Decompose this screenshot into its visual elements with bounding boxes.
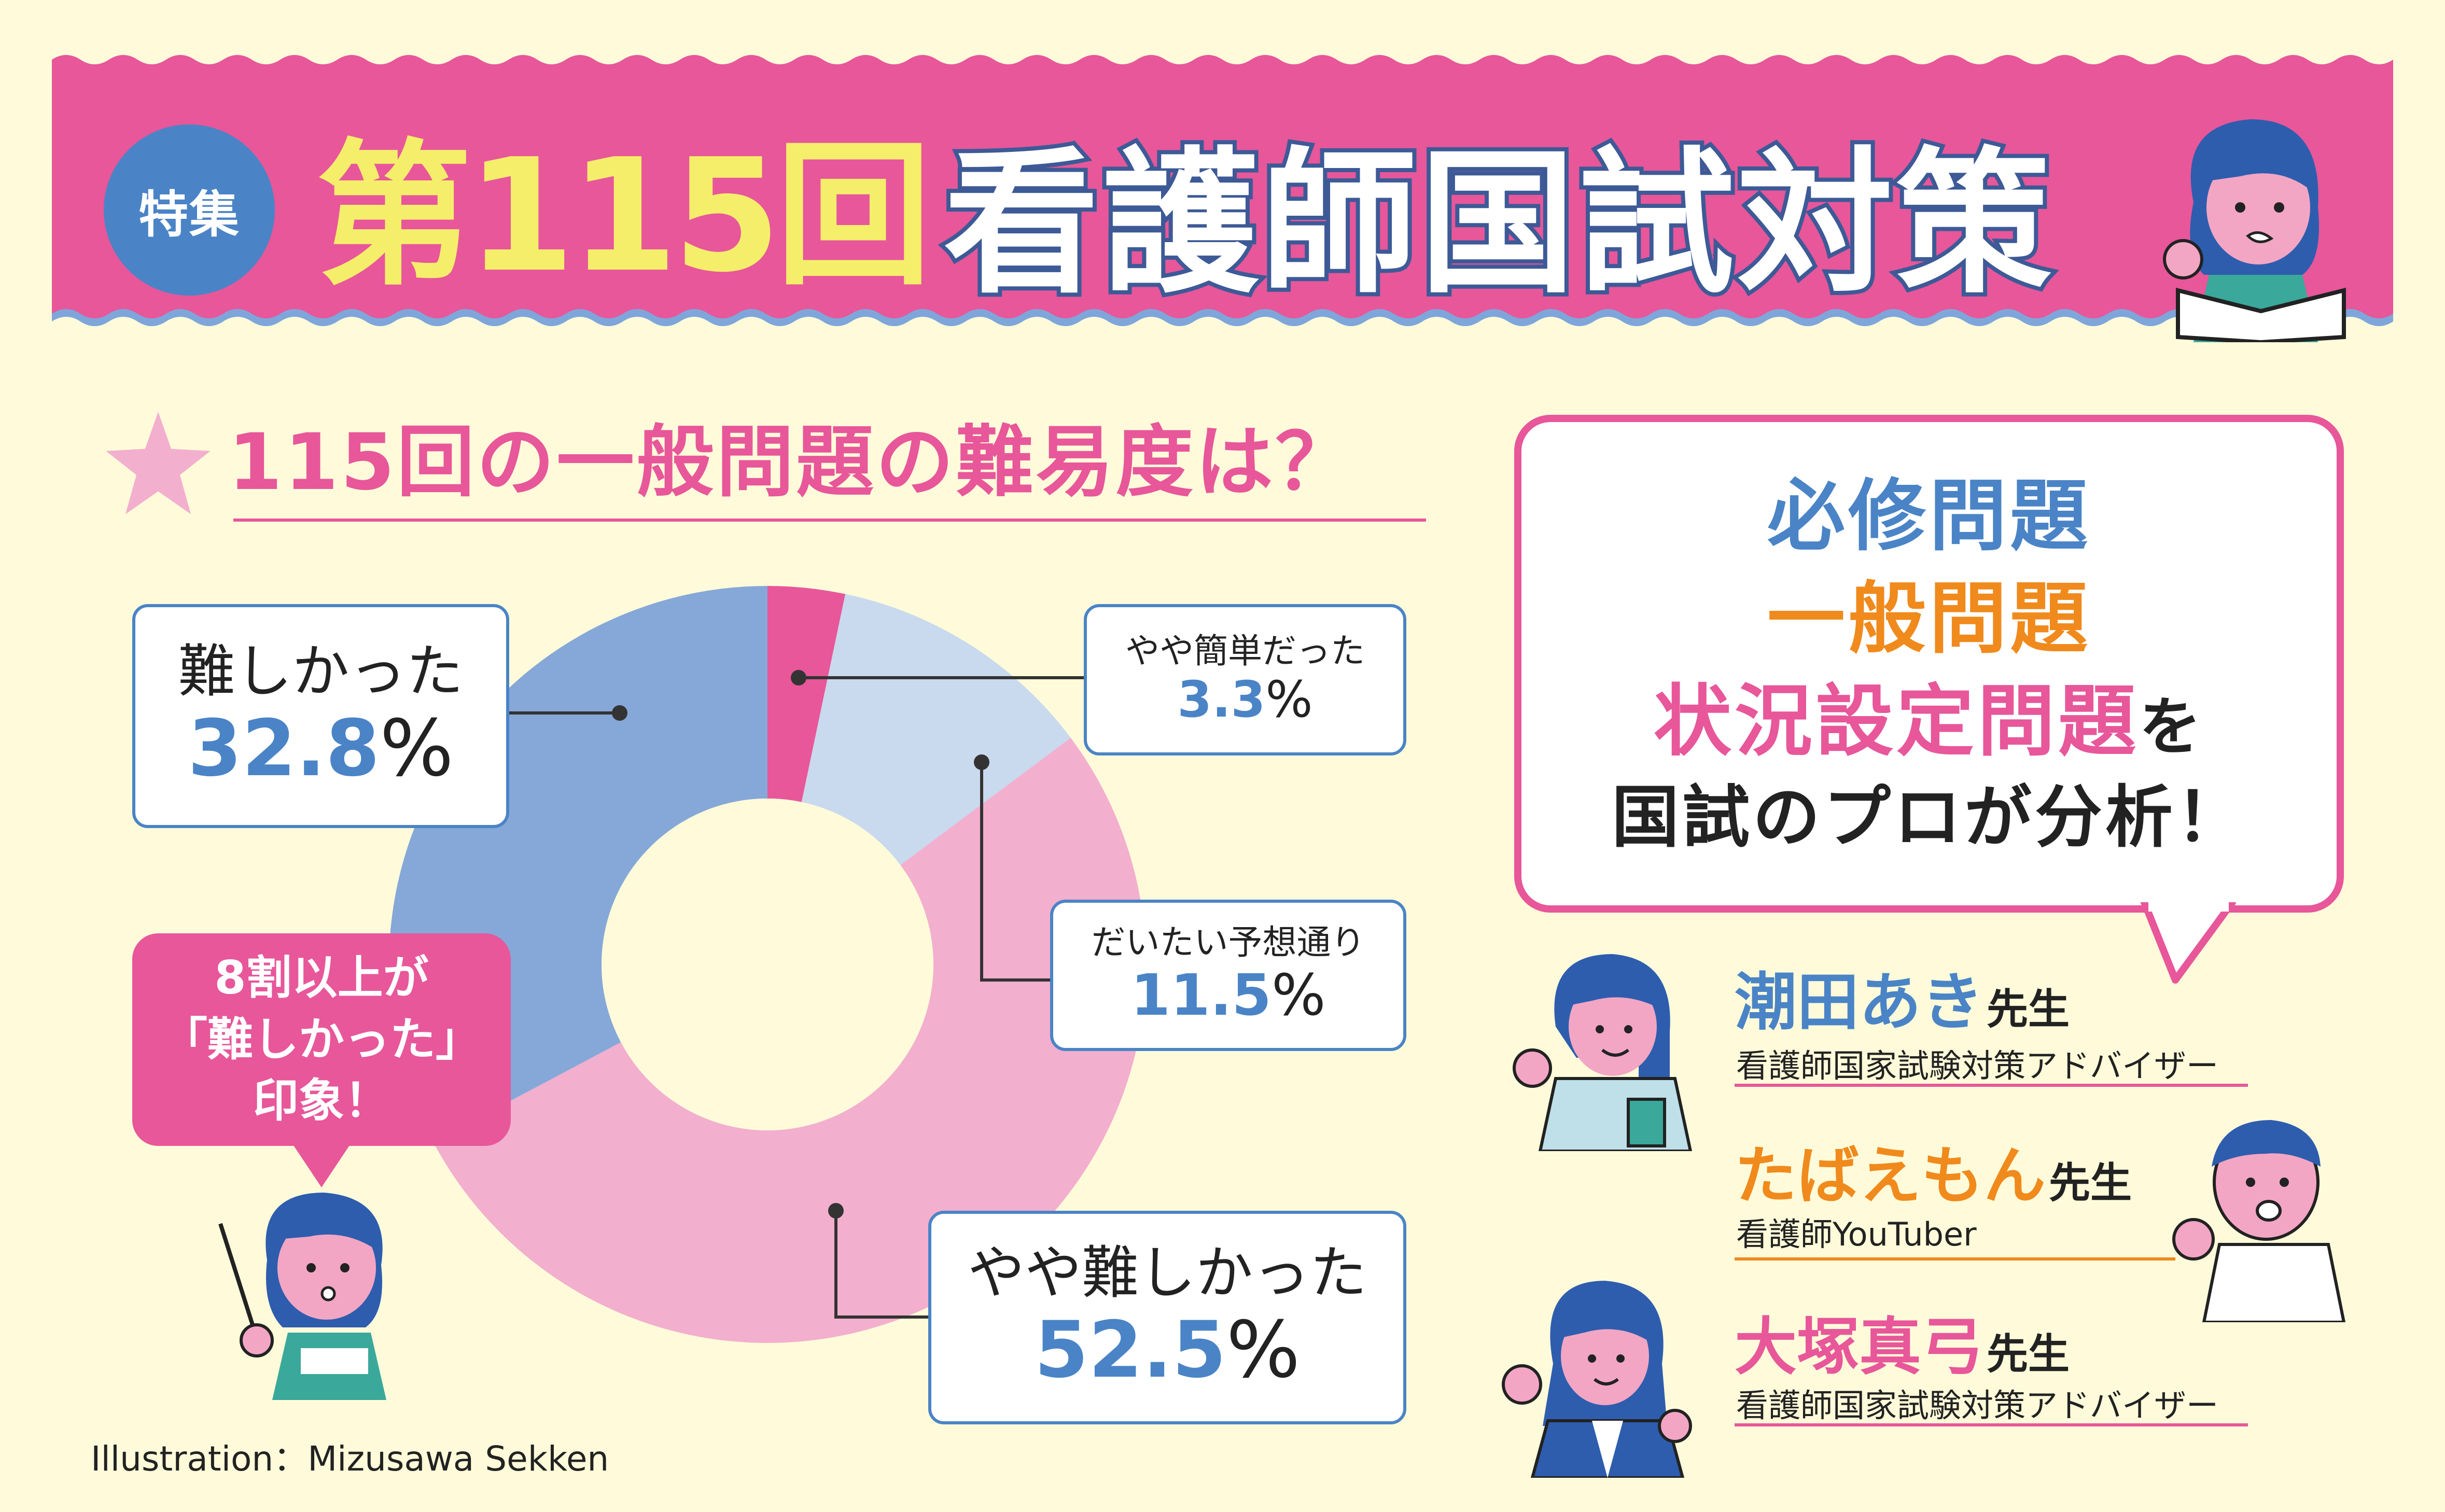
issue-number: 第115回 [313,122,935,310]
teacher-2-name: たばえもん [1735,1140,2046,1212]
note-line-3: 印象！ [253,1074,390,1128]
note-bubble-tail [290,1141,353,1187]
teacher-3-heading: 大塚真弓先生 [1735,1296,2070,1387]
callout-easy: やや簡単だった 3.3% [1084,604,1406,755]
teacher-3-name: 大塚真弓 [1735,1311,1983,1383]
header-banner [52,55,2393,326]
callout-hard: 難しかった 32.8% [132,604,509,828]
analysis-line-3: 状況設定問題を [1653,677,2204,767]
impression-note: 8割以上が 「難しかった」 印象！ [132,933,511,1146]
callout-somewhat-hard: やや難しかった 52.5% [928,1211,1406,1424]
analysis-line-1: 必修問題 [1767,471,2091,562]
teacher-3-underline [1735,1423,2248,1426]
teacher-ushioda-illustration [1513,954,1693,1151]
analysis-box: 必修問題 一般問題 状況設定問題を 国試のプロが分析！ [1514,415,2344,913]
note-line-2: 「難しかった」 [161,1012,481,1066]
teacher-3-suffix: 先生 [1987,1330,2070,1378]
callout-somewhat-hard-value: 52.5% [1034,1305,1301,1395]
teacher-1-heading: 潮田あき先生 [1735,951,2070,1042]
callout-easy-value: 3.3% [1177,670,1313,729]
star-icon [106,412,211,514]
callout-somewhat-hard-label: やや難しかった [968,1239,1367,1306]
callout-easy-label: やや簡単だった [1125,631,1365,671]
teacher-1-underline [1735,1084,2248,1087]
donut-slice-2 [801,594,1071,865]
donut-hole [602,799,933,1130]
analysis-line-2: 一般問題 [1767,574,2091,665]
teacher-1-name: 潮田あき [1735,967,1983,1039]
callout-hard-value: 32.8% [188,704,454,794]
teacher-2-role: 看護師YouTuber [1736,1215,1977,1253]
analysis-bubble-tail [2141,902,2236,984]
teacher-2-suffix: 先生 [2049,1159,2132,1207]
illustration-credit: Illustration：Mizusawa Sekken [91,1439,609,1479]
question-heading: 115回の一般問題の難易度は？ [228,417,1356,508]
callout-expected: だいたい予想通り 11.5% [1050,900,1406,1051]
teacher-1-suffix: 先生 [1987,985,2070,1033]
callout-expected-label: だいたい予想通り [1091,922,1365,962]
teacher-3-role: 看護師国家試験対策アドバイザー [1736,1387,2219,1424]
analysis-line-4: 国試のプロが分析！ [1611,778,2246,857]
student-reading-illustration [2150,119,2346,342]
question-underline [233,519,1426,522]
donut-slice-3 [433,737,1146,1343]
donut-slice-1 [767,586,846,802]
note-line-1: 8割以上が [214,950,429,1004]
teacher-2-underline [1735,1257,2175,1261]
student-pointing-illustration [218,1193,386,1400]
teacher-otsuka-illustration [1502,1281,1692,1478]
teacher-1-role: 看護師国家試験対策アドバイザー [1736,1047,2219,1085]
page-title: 看護師国試対策 [940,129,2056,318]
callout-expected-value: 11.5% [1130,961,1326,1028]
callout-hard-label: 難しかった [178,638,464,705]
teacher-tabaemon-illustration [2172,1120,2346,1322]
feature-badge: 特集 [104,124,275,296]
teacher-2-heading: たばえもん先生 [1735,1125,2132,1215]
